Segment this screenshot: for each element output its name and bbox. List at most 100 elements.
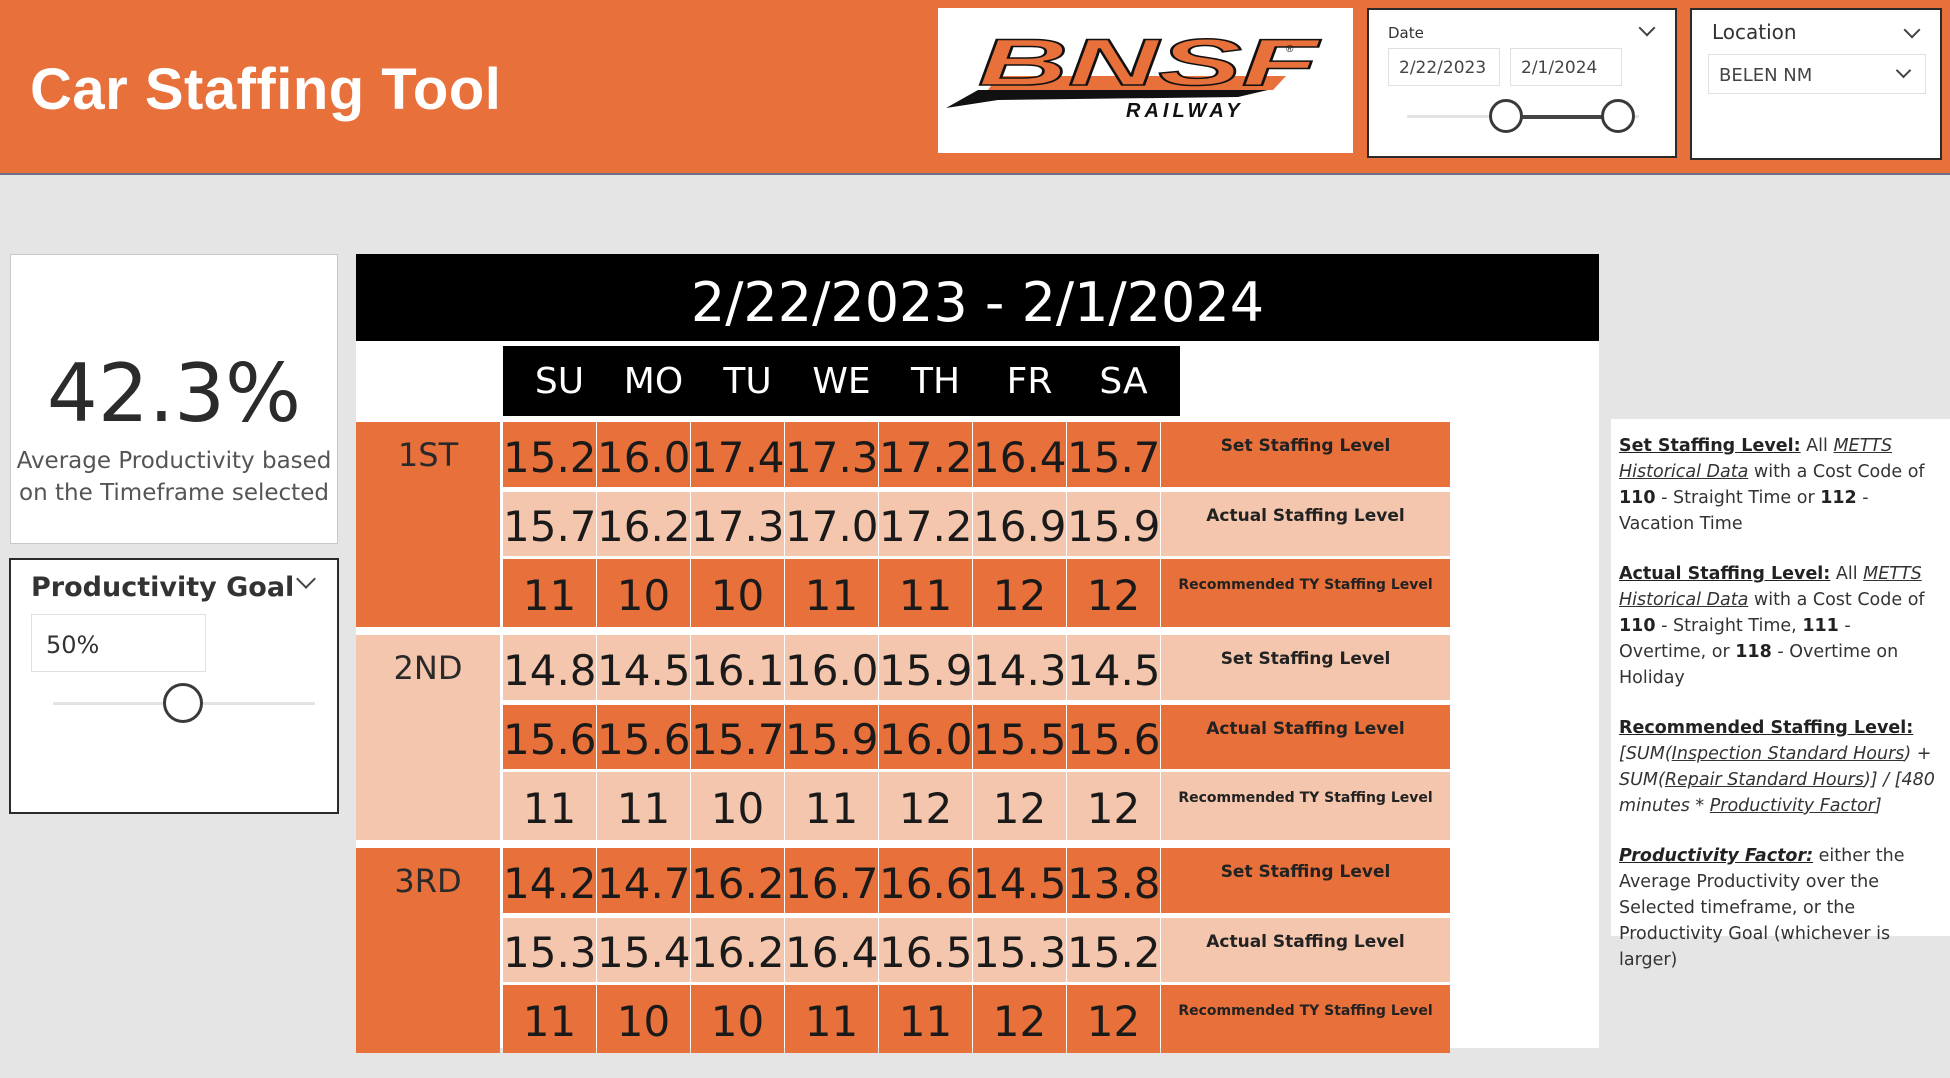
row-label: Set Staffing Level xyxy=(1220,436,1391,456)
bnsf-logo: BNSF ® RAILWAY xyxy=(938,8,1353,153)
row-label: Actual Staffing Level xyxy=(1206,506,1405,526)
definition-term: Productivity Factor: xyxy=(1619,846,1814,866)
definition-set-staffing: Set Staffing Level: All METTS Historical… xyxy=(1619,433,1942,537)
staffing-value-cell: 16.0 xyxy=(597,422,691,487)
staffing-value-cell: 15.6 xyxy=(503,705,597,769)
registered-mark: ® xyxy=(1286,44,1294,55)
staffing-value-cell: 11 xyxy=(785,985,878,1053)
kpi-label-line-2: on the Timeframe selected xyxy=(19,480,329,506)
row-label-cell: Actual Staffing Level xyxy=(1161,705,1450,769)
staffing-value-cell: 12 xyxy=(973,559,1066,627)
date-slider-range xyxy=(1506,115,1618,119)
staffing-value-cell: 12 xyxy=(1067,772,1160,840)
definition-link: METTS Historical Data xyxy=(1619,564,1922,610)
staffing-value-cell: 17.2 xyxy=(879,492,973,556)
date-slider-start-handle[interactable] xyxy=(1489,99,1523,133)
staffing-value-cell: 16.0 xyxy=(879,705,973,769)
staffing-value-cell: 16.7 xyxy=(785,848,879,913)
staffing-value-cell: 15.7 xyxy=(503,492,597,556)
chevron-down-icon[interactable] xyxy=(1903,21,1921,39)
definition-term: Actual Staffing Level: xyxy=(1619,564,1831,584)
chevron-down-icon[interactable] xyxy=(1638,19,1656,37)
staffing-value-cell: 16.1 xyxy=(691,635,785,700)
cost-code: 110 xyxy=(1619,488,1656,508)
staffing-value-cell: 15.9 xyxy=(879,635,973,700)
staffing-value-cell: 15.3 xyxy=(973,918,1067,982)
staffing-value-cell: 15.4 xyxy=(597,918,691,982)
staffing-value-cell: 14.5 xyxy=(1067,635,1161,700)
staffing-value-cell: 14.3 xyxy=(973,635,1067,700)
row-label: Recommended TY Staffing Level xyxy=(1178,577,1433,593)
staffing-value-cell: 13.8 xyxy=(1067,848,1161,913)
row-label: Set Staffing Level xyxy=(1220,649,1391,669)
definition-text: )] / [480 minutes * xyxy=(1619,770,1935,816)
row-label-cell: Recommended TY Staffing Level xyxy=(1161,772,1450,840)
row-label-cell: Recommended TY Staffing Level xyxy=(1161,985,1450,1053)
definition-link: Repair Standard Hours xyxy=(1664,770,1864,790)
staffing-value-cell: 10 xyxy=(597,559,690,627)
definition-link: METTS Historical Data xyxy=(1619,436,1893,482)
date-slicer[interactable]: Date 2/22/2023 2/1/2024 xyxy=(1367,8,1677,158)
staffing-value-cell: 17.3 xyxy=(691,492,785,556)
row-label: Set Staffing Level xyxy=(1220,862,1391,882)
staffing-value-cell: 15.6 xyxy=(1067,705,1161,769)
staffing-value-cell: 11 xyxy=(503,772,596,840)
staffing-value-cell: 16.4 xyxy=(785,918,879,982)
definition-link: Inspection Standard Hours xyxy=(1671,744,1905,764)
staffing-value-cell: 15.2 xyxy=(503,422,597,487)
location-selected-value: BELEN NM xyxy=(1719,65,1813,86)
shift-label-cell: 3RD xyxy=(356,848,500,1053)
staffing-value-cell: 12 xyxy=(1067,559,1160,627)
staffing-value-cell: 16.2 xyxy=(691,918,785,982)
staffing-value-cell: 11 xyxy=(879,559,972,627)
dropdown-chevron-icon[interactable] xyxy=(1895,62,1912,79)
app-title: Car Staffing Tool xyxy=(30,57,502,122)
chevron-down-icon[interactable] xyxy=(296,569,316,589)
date-start-input[interactable]: 2/22/2023 xyxy=(1388,48,1500,86)
definition-text: - Overtime on Holiday xyxy=(1619,642,1899,688)
staffing-value-cell: 10 xyxy=(597,985,690,1053)
staffing-value-cell: 12 xyxy=(1067,985,1160,1053)
location-slicer-label: Location xyxy=(1712,20,1797,44)
staffing-value-cell: 12 xyxy=(973,772,1066,840)
row-label-cell: Set Staffing Level xyxy=(1161,848,1450,913)
date-slider-end-handle[interactable] xyxy=(1601,99,1635,133)
productivity-goal-slicer[interactable]: Productivity Goal 50% xyxy=(9,558,339,814)
definition-text: All xyxy=(1800,436,1834,456)
definitions-panel: Set Staffing Level: All METTS Historical… xyxy=(1611,419,1950,970)
staffing-value-cell: 11 xyxy=(785,559,878,627)
staffing-value-cell: 16.4 xyxy=(973,422,1067,487)
staffing-value-cell: 11 xyxy=(785,772,878,840)
definition-text: either the Average Productivity over the… xyxy=(1619,846,1905,970)
row-label-cell: Set Staffing Level xyxy=(1161,422,1450,487)
definition-text: - Straight Time, xyxy=(1655,616,1803,636)
row-label: Actual Staffing Level xyxy=(1206,719,1405,739)
staffing-value-cell: 16.6 xyxy=(879,848,973,913)
staffing-value-cell: 11 xyxy=(597,772,690,840)
staffing-value-cell: 11 xyxy=(503,559,596,627)
cost-code: 118 xyxy=(1735,642,1772,662)
row-label-cell: Actual Staffing Level xyxy=(1161,492,1450,556)
staffing-value-cell: 10 xyxy=(691,559,784,627)
cost-code: 111 xyxy=(1802,616,1839,636)
kpi-value: 42.3% xyxy=(46,347,302,440)
staffing-value-cell: 17.2 xyxy=(879,422,973,487)
location-dropdown[interactable]: BELEN NM xyxy=(1708,54,1926,94)
productivity-goal-input[interactable]: 50% xyxy=(31,614,206,672)
location-slicer[interactable]: Location BELEN NM xyxy=(1690,8,1942,160)
date-end-input[interactable]: 2/1/2024 xyxy=(1510,48,1622,86)
staffing-value-cell: 15.2 xyxy=(1067,918,1161,982)
productivity-goal-handle[interactable] xyxy=(163,683,203,723)
staffing-value-cell: 15.3 xyxy=(503,918,597,982)
staffing-value-cell: 15.7 xyxy=(691,705,785,769)
definition-text: - Overtime, or xyxy=(1619,616,1851,662)
row-label: Recommended TY Staffing Level xyxy=(1178,1003,1433,1019)
staffing-value-cell: 14.7 xyxy=(597,848,691,913)
staffing-value-cell: 16.5 xyxy=(879,918,973,982)
shift-name: 1ST xyxy=(397,436,459,474)
staffing-value-cell: 17.0 xyxy=(785,492,879,556)
row-label-cell: Actual Staffing Level xyxy=(1161,918,1450,982)
shift-label-cell: 2ND xyxy=(356,635,500,840)
cost-code: 110 xyxy=(1619,616,1656,636)
staffing-value-cell: 16.2 xyxy=(597,492,691,556)
